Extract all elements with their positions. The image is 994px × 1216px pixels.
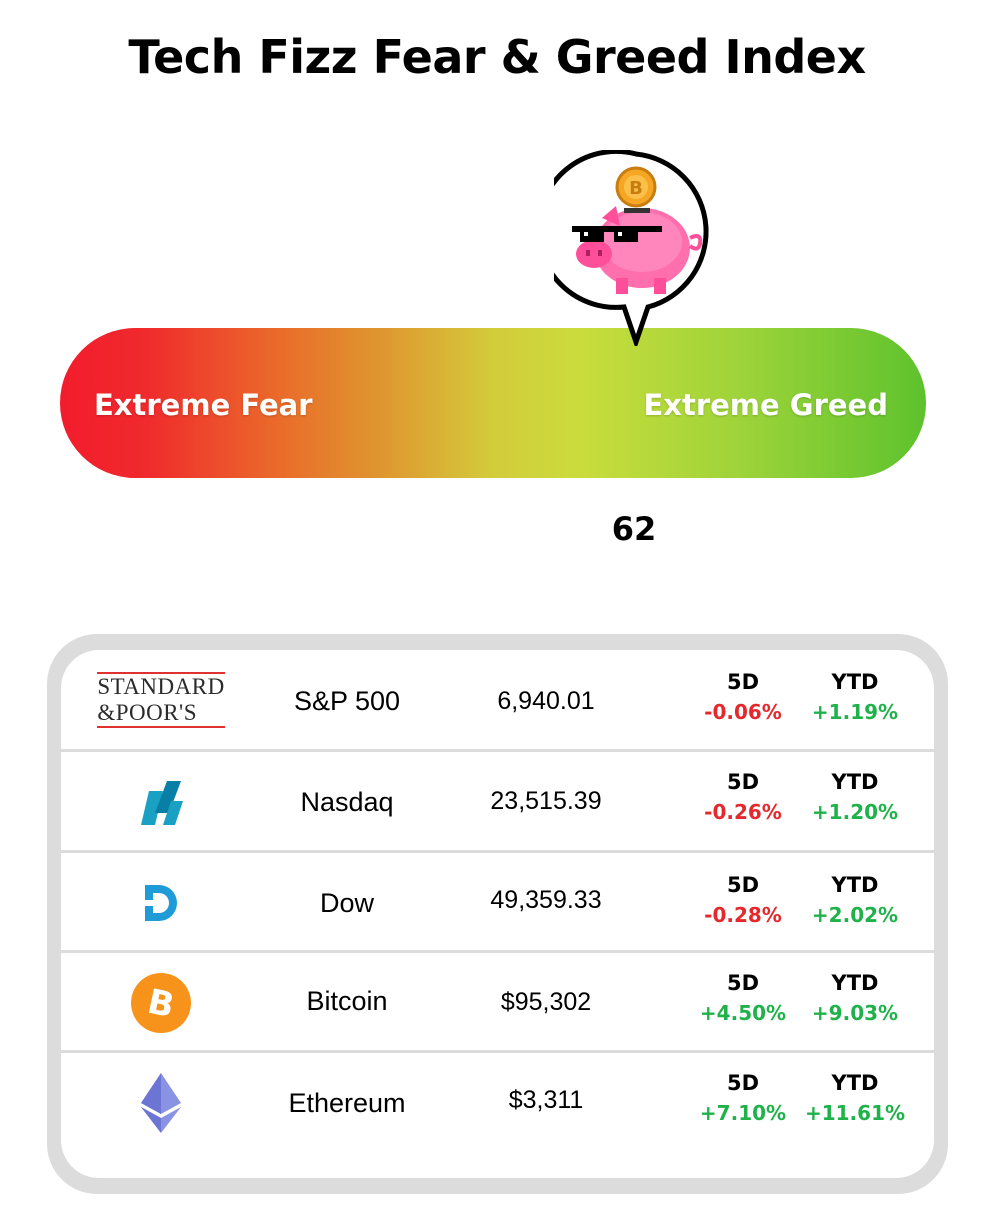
fear-greed-gauge: Extreme Fear Extreme Greed	[60, 328, 926, 478]
five-day-change: 5D -0.26%	[704, 770, 782, 824]
extreme-greed-label: Extreme Greed	[643, 388, 888, 422]
ethereum-logo	[101, 1053, 221, 1153]
ytd-change: YTD +2.02%	[811, 873, 899, 927]
asset-name: S&P 500	[293, 686, 401, 716]
asset-name: Bitcoin	[306, 986, 388, 1016]
index-value: 62	[611, 510, 657, 548]
asset-name: Dow	[319, 888, 374, 918]
table-row: B Bitcoin $95,302 5D +4.50% YTD +9.03%	[61, 950, 934, 1052]
bitcoin-logo: B	[101, 953, 221, 1052]
asset-price: 23,515.39	[490, 787, 602, 815]
nasdaq-logo	[101, 752, 221, 851]
asset-name: Nasdaq	[300, 787, 394, 817]
ytd-change: YTD +9.03%	[811, 971, 899, 1025]
piggy-bank-sunglasses-icon: B	[554, 150, 709, 346]
asset-price: 49,359.33	[490, 886, 602, 914]
ytd-change: YTD +1.19%	[811, 670, 899, 724]
market-table: STANDARD &POOR'S S&P 500 6,940.01 5D -0.…	[47, 634, 948, 1194]
standard-and-poors-logo: STANDARD &POOR'S	[97, 650, 225, 749]
asset-name: Ethereum	[288, 1088, 406, 1118]
ytd-change: YTD +1.20%	[811, 770, 899, 824]
page-title: Tech Fizz Fear & Greed Index	[128, 30, 866, 84]
table-row: Ethereum $3,311 5D +7.10% YTD +11.61%	[61, 1050, 934, 1178]
extreme-fear-label: Extreme Fear	[94, 388, 313, 422]
ytd-change: YTD +11.61%	[804, 1071, 906, 1125]
asset-price: $95,302	[500, 988, 592, 1016]
five-day-change: 5D +4.50%	[699, 971, 787, 1025]
asset-price: 6,940.01	[497, 687, 595, 715]
svg-text:B: B	[629, 178, 643, 199]
dow-logo	[101, 853, 221, 952]
table-row: Nasdaq 23,515.39 5D -0.26% YTD +1.20%	[61, 749, 934, 851]
asset-price: $3,311	[508, 1086, 584, 1114]
five-day-change: 5D -0.06%	[704, 670, 782, 724]
table-row: STANDARD &POOR'S S&P 500 6,940.01 5D -0.…	[61, 650, 934, 749]
five-day-change: 5D -0.28%	[704, 873, 782, 927]
table-row: Dow 49,359.33 5D -0.28% YTD +2.02%	[61, 850, 934, 952]
five-day-change: 5D +7.10%	[699, 1071, 787, 1125]
